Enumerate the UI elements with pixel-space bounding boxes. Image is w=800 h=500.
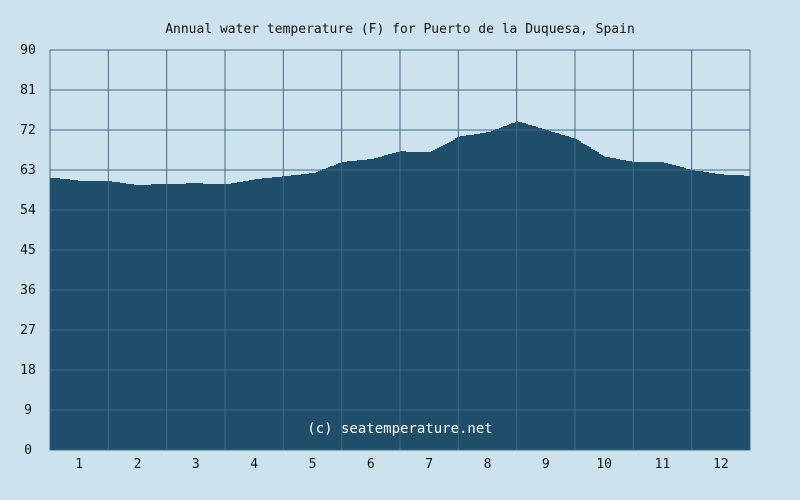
y-tick-label: 27 <box>20 323 36 338</box>
x-tick-label: 8 <box>484 457 492 472</box>
y-tick-label: 81 <box>20 83 36 98</box>
plot-border <box>49 49 751 451</box>
x-tick-label: 7 <box>425 457 433 472</box>
y-tick-label: 45 <box>20 243 36 258</box>
y-tick-label: 72 <box>20 123 36 138</box>
y-tick-label: 18 <box>20 363 36 378</box>
x-tick-label: 5 <box>309 457 317 472</box>
y-tick-label: 63 <box>20 163 36 178</box>
x-tick-label: 4 <box>250 457 258 472</box>
watermark: (c) seatemperature.net <box>307 421 492 437</box>
y-tick-label: 36 <box>20 283 36 298</box>
y-tick-label: 54 <box>20 203 36 218</box>
x-tick-label: 3 <box>192 457 200 472</box>
chart-title: Annual water temperature (F) for Puerto … <box>165 22 635 37</box>
x-tick-label: 12 <box>713 457 729 472</box>
x-tick-label: 6 <box>367 457 375 472</box>
y-tick-label: 0 <box>24 443 32 458</box>
x-tick-label: 9 <box>542 457 550 472</box>
x-tick-label: 11 <box>655 457 671 472</box>
x-tick-label: 1 <box>75 457 83 472</box>
x-tick-label: 10 <box>596 457 612 472</box>
y-tick-label: 90 <box>20 43 36 58</box>
y-tick-label: 9 <box>24 403 32 418</box>
x-tick-label: 2 <box>134 457 142 472</box>
